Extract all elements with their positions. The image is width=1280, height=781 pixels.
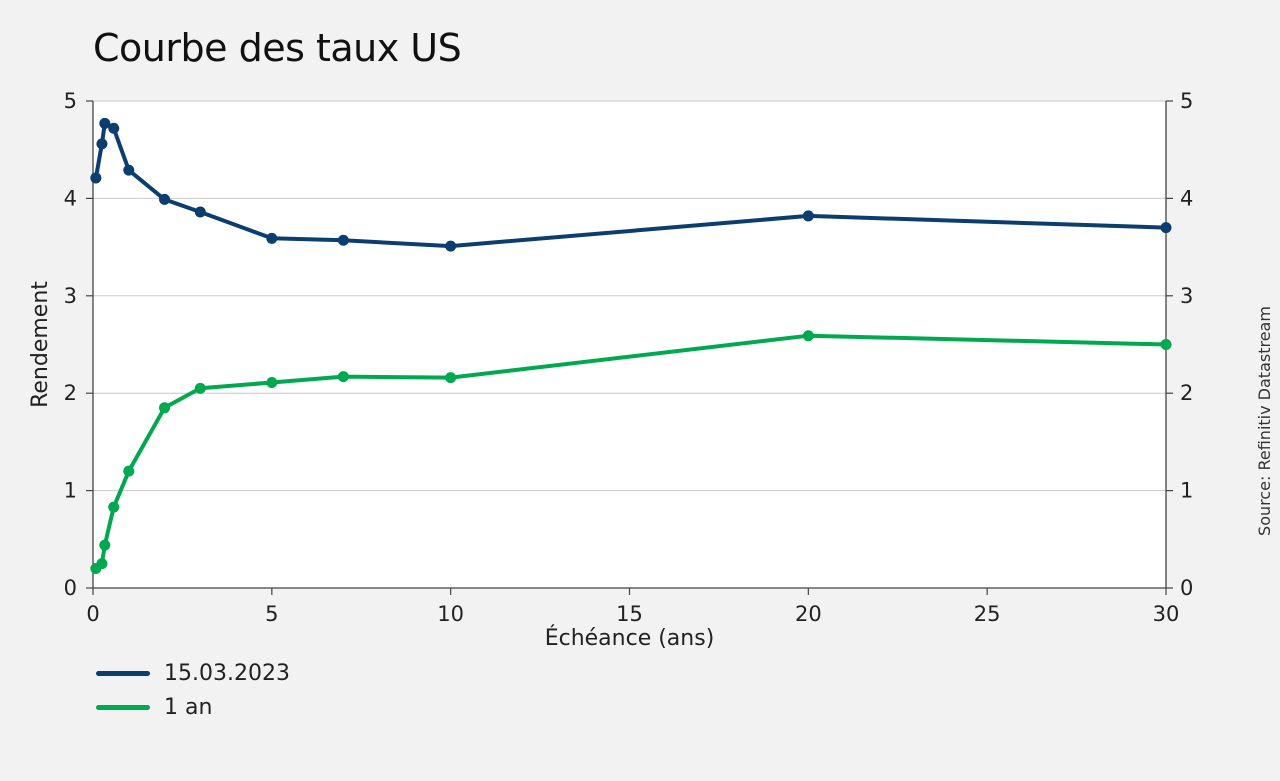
series-2-point-8 (266, 376, 278, 388)
legend: 15.03.2023 1 an (96, 656, 290, 724)
legend-item-series-1: 15.03.2023 (96, 656, 290, 690)
x-tick-label-25: 25 (974, 602, 1001, 626)
series-1-point-6 (159, 193, 171, 205)
series-2-point-2 (96, 558, 108, 570)
series-1-point-1 (90, 172, 102, 184)
series-2-point-7 (194, 382, 206, 394)
series-2-point-4 (108, 501, 120, 513)
x-tick-label-15: 15 (616, 602, 643, 626)
series-1-point-5 (123, 164, 135, 176)
legend-swatch-series-2 (96, 704, 150, 710)
right-tick-label-0: 0 (1180, 576, 1193, 600)
grid-lines (93, 100, 1166, 492)
series-1-point-7 (194, 206, 206, 218)
series-2-point-9 (337, 371, 349, 383)
x-axis-label: Échéance (ans) (545, 625, 715, 651)
x-ticks: 0 5 10 15 20 25 30 (86, 588, 1179, 626)
series-1-point-9 (337, 234, 349, 246)
series-1-point-8 (266, 232, 278, 244)
left-y-ticks: 0 1 2 3 4 5 (64, 89, 93, 600)
left-tick-label-4: 4 (64, 186, 77, 210)
x-tick-label-30: 30 (1153, 602, 1180, 626)
x-tick-label-10: 10 (437, 602, 464, 626)
series-2-point-10 (445, 372, 457, 384)
left-tick-label-1: 1 (64, 479, 77, 503)
series-layer (90, 117, 1172, 575)
legend-item-series-2: 1 an (96, 690, 290, 724)
left-tick-label-3: 3 (64, 284, 77, 308)
series-1-point-3 (99, 117, 111, 129)
left-tick-label-2: 2 (64, 381, 77, 405)
x-tick-label-20: 20 (795, 602, 822, 626)
series-2-point-5 (123, 465, 135, 477)
right-tick-label-1: 1 (1180, 479, 1193, 503)
legend-label-series-1: 15.03.2023 (164, 660, 290, 686)
x-tick-label-0: 0 (86, 602, 99, 626)
series-2-point-12 (1160, 339, 1172, 350)
series-1-point-11 (802, 210, 814, 222)
series-1-point-12 (1160, 222, 1172, 234)
source-note: Source: Refinitiv Datastream (1255, 306, 1274, 536)
legend-label-series-2: 1 an (164, 694, 213, 720)
plot-area (93, 101, 1166, 588)
chart-title: Courbe des taux US (93, 26, 462, 70)
series-1-point-10 (445, 240, 457, 252)
series-1-point-4 (108, 122, 120, 134)
legend-swatch-series-1 (96, 670, 150, 676)
series-1-point-2 (96, 138, 108, 150)
series-2-point-11 (802, 330, 814, 342)
right-y-ticks: 0 1 2 3 4 5 (1166, 89, 1193, 600)
right-tick-label-3: 3 (1180, 284, 1193, 308)
series-2-point-6 (159, 402, 171, 414)
right-tick-label-4: 4 (1180, 186, 1193, 210)
right-tick-label-5: 5 (1180, 89, 1193, 113)
x-tick-label-5: 5 (265, 602, 278, 626)
left-tick-label-0: 0 (64, 576, 77, 600)
series-2-point-3 (99, 539, 111, 551)
right-tick-label-2: 2 (1180, 381, 1193, 405)
y-axis-label: Rendement (28, 281, 53, 408)
left-tick-label-5: 5 (64, 89, 77, 113)
